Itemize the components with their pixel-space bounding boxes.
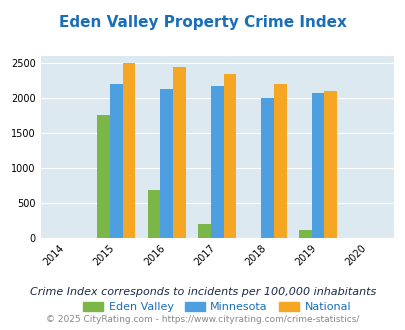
Bar (160, 89, 173, 238)
Bar (97, 115, 110, 238)
Legend: Eden Valley, Minnesota, National: Eden Valley, Minnesota, National (79, 298, 355, 317)
Bar (223, 74, 236, 238)
Bar (110, 84, 122, 238)
Bar (273, 84, 286, 238)
Text: Crime Index corresponds to incidents per 100,000 inhabitants: Crime Index corresponds to incidents per… (30, 287, 375, 297)
Bar (147, 190, 160, 238)
Bar (298, 230, 311, 238)
Bar (324, 91, 336, 238)
Bar (210, 86, 223, 238)
Bar (173, 67, 185, 238)
Bar (261, 98, 273, 238)
Text: © 2025 CityRating.com - https://www.cityrating.com/crime-statistics/: © 2025 CityRating.com - https://www.city… (46, 315, 359, 324)
Text: Eden Valley Property Crime Index: Eden Valley Property Crime Index (59, 15, 346, 30)
Bar (122, 63, 135, 238)
Bar (311, 93, 324, 238)
Bar (198, 224, 210, 238)
